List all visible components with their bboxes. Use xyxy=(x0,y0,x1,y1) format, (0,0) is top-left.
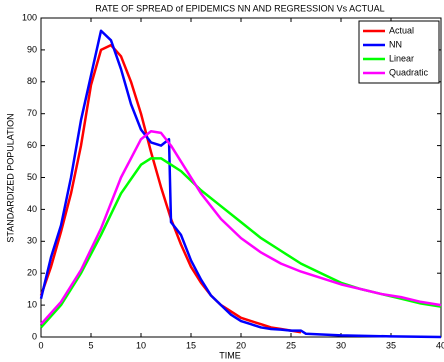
y-tick-label: 80 xyxy=(27,76,37,86)
legend-label: Quadratic xyxy=(389,67,429,77)
x-tick-label: 35 xyxy=(386,340,396,350)
legend-label: NN xyxy=(389,39,402,49)
y-tick-label: 20 xyxy=(27,268,37,278)
y-tick-label: 90 xyxy=(27,44,37,54)
legend-label: Actual xyxy=(389,25,414,35)
series-line xyxy=(39,29,442,339)
y-tick-label: 40 xyxy=(27,204,37,214)
y-tick-label: 100 xyxy=(22,12,37,22)
x-tick-label: 20 xyxy=(236,340,246,350)
y-axis-label: STANDARDIZED POPULATION xyxy=(5,113,15,242)
y-tick-label: 10 xyxy=(27,299,37,309)
x-tick-label: 40 xyxy=(436,340,444,350)
x-tick-label: 10 xyxy=(136,340,146,350)
x-axis-label: TIME xyxy=(219,350,241,360)
y-tick-label: 70 xyxy=(27,108,37,118)
chart-title: RATE OF SPREAD of EPIDEMICS NN AND REGRE… xyxy=(95,3,384,13)
x-tick-label: 5 xyxy=(88,340,93,350)
x-tick-label: 0 xyxy=(38,340,43,350)
y-tick-label: 30 xyxy=(27,236,37,246)
x-tick-label: 15 xyxy=(186,340,196,350)
y-tick-label: 0 xyxy=(32,331,37,341)
series-line xyxy=(40,129,442,326)
legend-label: Linear xyxy=(389,53,414,63)
x-tick-label: 25 xyxy=(286,340,296,350)
y-tick-label: 50 xyxy=(27,172,37,182)
y-tick-label: 60 xyxy=(27,140,37,150)
x-tick-label: 30 xyxy=(336,340,346,350)
